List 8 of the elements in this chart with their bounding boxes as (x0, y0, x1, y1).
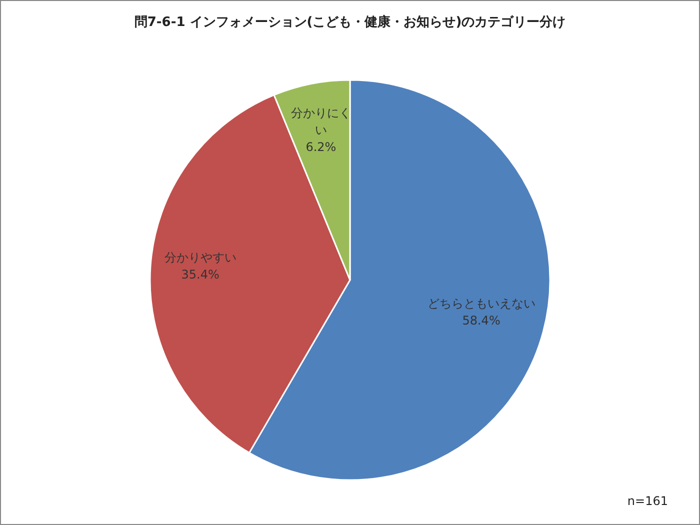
text: n=161 (627, 494, 668, 508)
slice-label: どちらともいえない (427, 296, 536, 310)
data-label: 6.2% (306, 140, 336, 154)
data-label: 35.4% (181, 268, 220, 282)
slice-label: 分かりやすい (164, 250, 236, 265)
chart-title: 問7-6-1 インフォメーション(こども・健康・お知らせ)のカテゴリー分け (134, 14, 566, 30)
slice-label: 分かりにくい (290, 106, 351, 137)
data-label: 58.4% (462, 313, 500, 328)
